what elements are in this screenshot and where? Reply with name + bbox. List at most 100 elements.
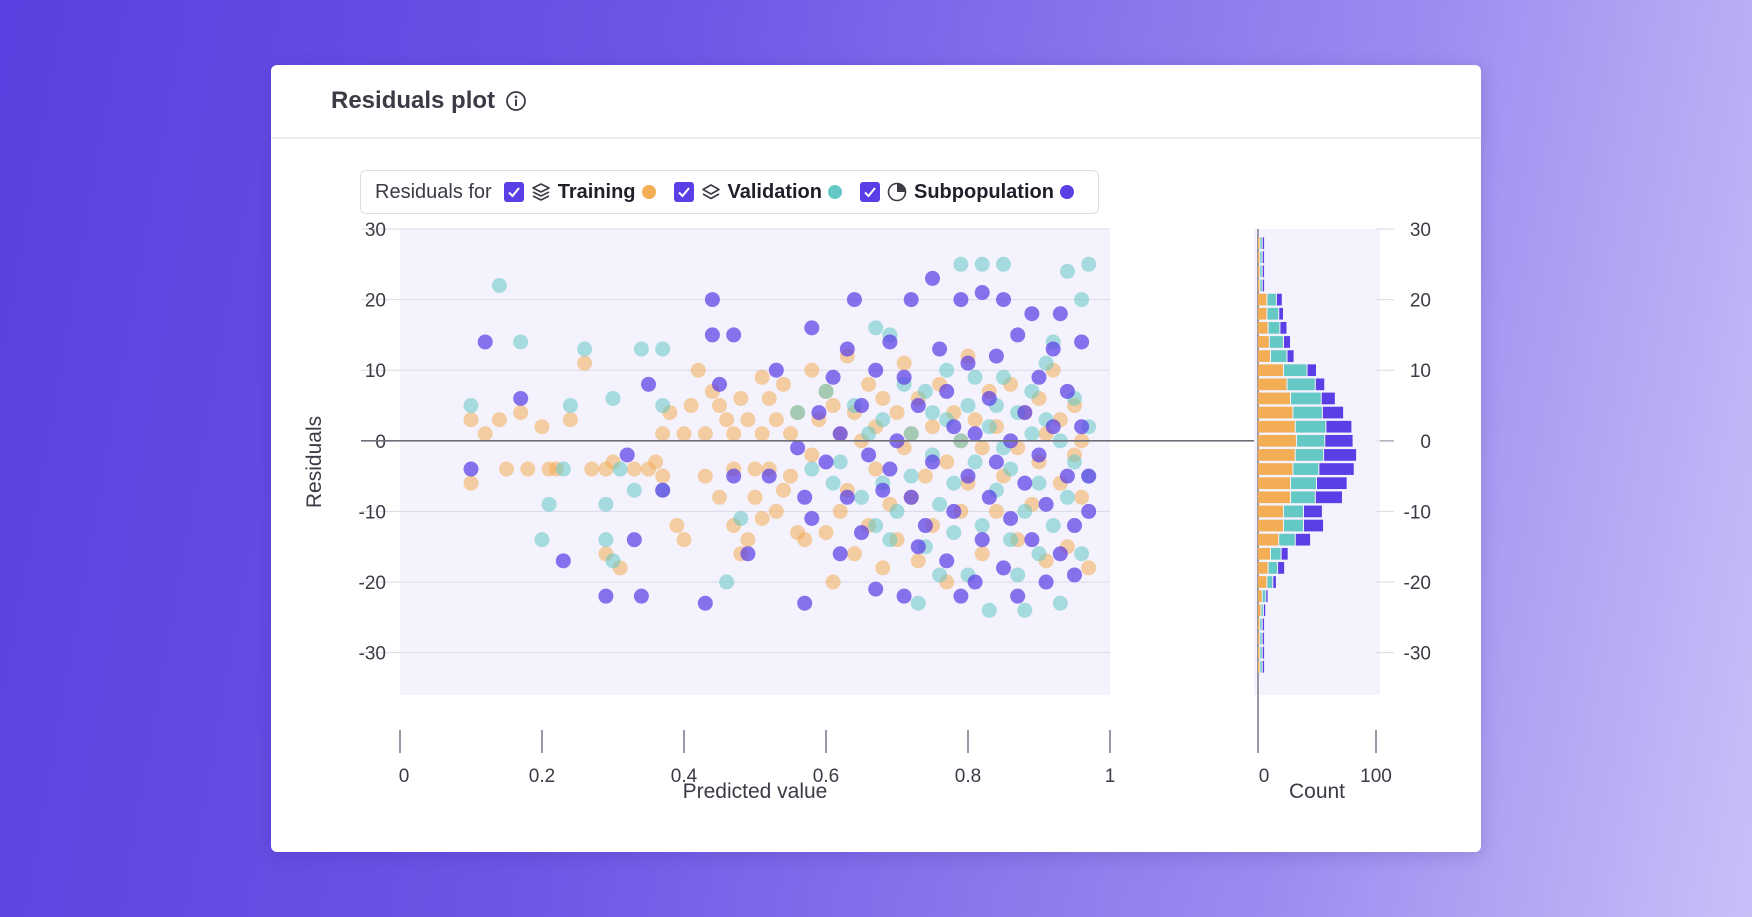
scatter-point-subpopulation <box>1052 306 1068 322</box>
pie-icon <box>887 182 907 202</box>
scatter-point-subpopulation <box>832 426 848 442</box>
scatter-point-subpopulation <box>1031 369 1047 385</box>
histogram-bar-validation <box>1260 632 1262 645</box>
scatter-point-subpopulation <box>704 292 720 308</box>
scatter-point-subpopulation <box>854 525 869 541</box>
histogram-bar-validation <box>1279 533 1295 546</box>
histogram-bar-training <box>1258 547 1270 560</box>
legend-item-validation[interactable]: Validation <box>673 181 842 204</box>
histogram-bar-validation <box>1260 265 1262 278</box>
y-tick-label-right: 20 <box>1410 291 1431 312</box>
scatter-point-subpopulation <box>825 369 841 385</box>
scatter-point-subpopulation <box>903 489 919 505</box>
scatter-point-subpopulation <box>1045 419 1061 435</box>
scatter-point-validation <box>889 503 905 519</box>
scatter-point-training <box>939 454 955 470</box>
scatter-point-validation <box>967 454 983 470</box>
scatter-point-subpopulation <box>988 454 1004 470</box>
scatter-point-validation <box>939 362 955 378</box>
info-icon[interactable] <box>505 90 527 112</box>
y-tick-label: 0 <box>375 432 386 453</box>
scatter-point-validation <box>875 412 891 428</box>
scatter-point-subpopulation <box>626 532 642 548</box>
scatter-point-subpopulation <box>740 546 756 562</box>
scatter-point-validation <box>960 398 976 414</box>
scatter-point-training <box>917 468 933 484</box>
scatter-point-subpopulation <box>1067 518 1082 534</box>
histogram-x-tick-label: 100 <box>1360 766 1392 787</box>
scatter-point-training <box>648 454 664 470</box>
histogram-bar-subpopulation <box>1262 279 1265 292</box>
scatter-point-validation <box>910 595 926 611</box>
scatter-point-training <box>477 426 493 442</box>
scatter-point-training <box>520 461 536 477</box>
histogram-x-axis-title: Count <box>1289 780 1345 803</box>
histogram-bar-validation <box>1295 449 1324 461</box>
histogram-bar-validation <box>1270 547 1281 560</box>
scatter-point-training <box>818 525 834 541</box>
histogram-bar-training <box>1258 632 1260 645</box>
scatter-point-training <box>1081 560 1097 576</box>
scatter-point-subpopulation <box>1017 475 1033 491</box>
scatter-point-training <box>669 518 685 534</box>
scatter-point-subpopulation <box>761 468 777 484</box>
scatter-point-training <box>775 376 791 392</box>
histogram-bar-training <box>1258 336 1269 348</box>
histogram-bar-training <box>1258 350 1270 362</box>
training-checkbox[interactable] <box>503 182 524 202</box>
histogram-bar-training <box>1258 519 1283 532</box>
legend-label-subpopulation: Subpopulation <box>913 180 1054 203</box>
histogram-bar-subpopulation <box>1321 392 1335 405</box>
histogram-bar-subpopulation <box>1262 660 1265 673</box>
histogram-bar-training <box>1258 646 1260 659</box>
histogram-bar-training <box>1258 420 1295 433</box>
histogram-bar-subpopulation <box>1281 547 1288 560</box>
scatter-point-subpopulation <box>988 348 1004 364</box>
scatter-point-subpopulation <box>477 334 493 350</box>
scatter-point-validation <box>1045 518 1061 534</box>
scatter-point-subpopulation <box>960 468 976 484</box>
scatter-point-subpopulation <box>946 419 962 435</box>
scatter-point-subpopulation <box>797 595 813 611</box>
scatter-point-validation <box>513 334 529 350</box>
histogram-bar-subpopulation <box>1324 449 1357 461</box>
histogram-bar-training <box>1258 321 1268 334</box>
scatter-point-training <box>733 390 749 406</box>
scatter-point-training <box>719 412 735 428</box>
validation-checkbox[interactable] <box>673 182 694 202</box>
scatter-point-training <box>463 412 479 428</box>
scatter-point-subpopulation <box>967 574 983 590</box>
histogram-bar-subpopulation <box>1319 463 1354 475</box>
scatter-point-validation <box>555 461 571 477</box>
histogram-bar-subpopulation <box>1322 406 1344 419</box>
scatter-point-validation <box>996 369 1011 385</box>
scatter-point-validation <box>605 390 621 406</box>
histogram-bar-training <box>1258 307 1267 320</box>
histogram-bar-validation <box>1291 392 1321 405</box>
histogram-bar-validation <box>1262 590 1266 603</box>
scatter-point-training <box>783 426 798 442</box>
histogram-bar-subpopulation <box>1278 562 1285 574</box>
scatter-point-validation <box>946 475 962 491</box>
legend-prefix: Residuals for <box>375 180 492 203</box>
histogram-bar-training <box>1258 576 1267 588</box>
scatter-point-training <box>683 398 699 414</box>
legend-item-subpopulation[interactable]: Subpopulation <box>859 180 1074 204</box>
y-tick-label: -20 <box>359 573 386 594</box>
scatter-point-validation <box>633 341 649 357</box>
scatter-point-validation <box>790 405 806 421</box>
subpopulation-checkbox[interactable] <box>859 182 880 202</box>
scatter-point-validation <box>1003 532 1019 548</box>
scatter-point-subpopulation <box>619 447 635 463</box>
histogram-bar-subpopulation <box>1304 519 1324 532</box>
scatter-point-subpopulation <box>974 285 990 301</box>
histogram-bar-subpopulation <box>1279 307 1283 320</box>
scatter-point-subpopulation <box>896 588 912 604</box>
histogram-bar-subpopulation <box>1262 237 1265 249</box>
histogram-bar-validation <box>1283 519 1304 532</box>
scatter-point-validation <box>605 553 621 569</box>
legend-item-training[interactable]: Training <box>503 181 656 204</box>
scatter-point-training <box>825 574 841 590</box>
check-icon <box>864 187 876 198</box>
